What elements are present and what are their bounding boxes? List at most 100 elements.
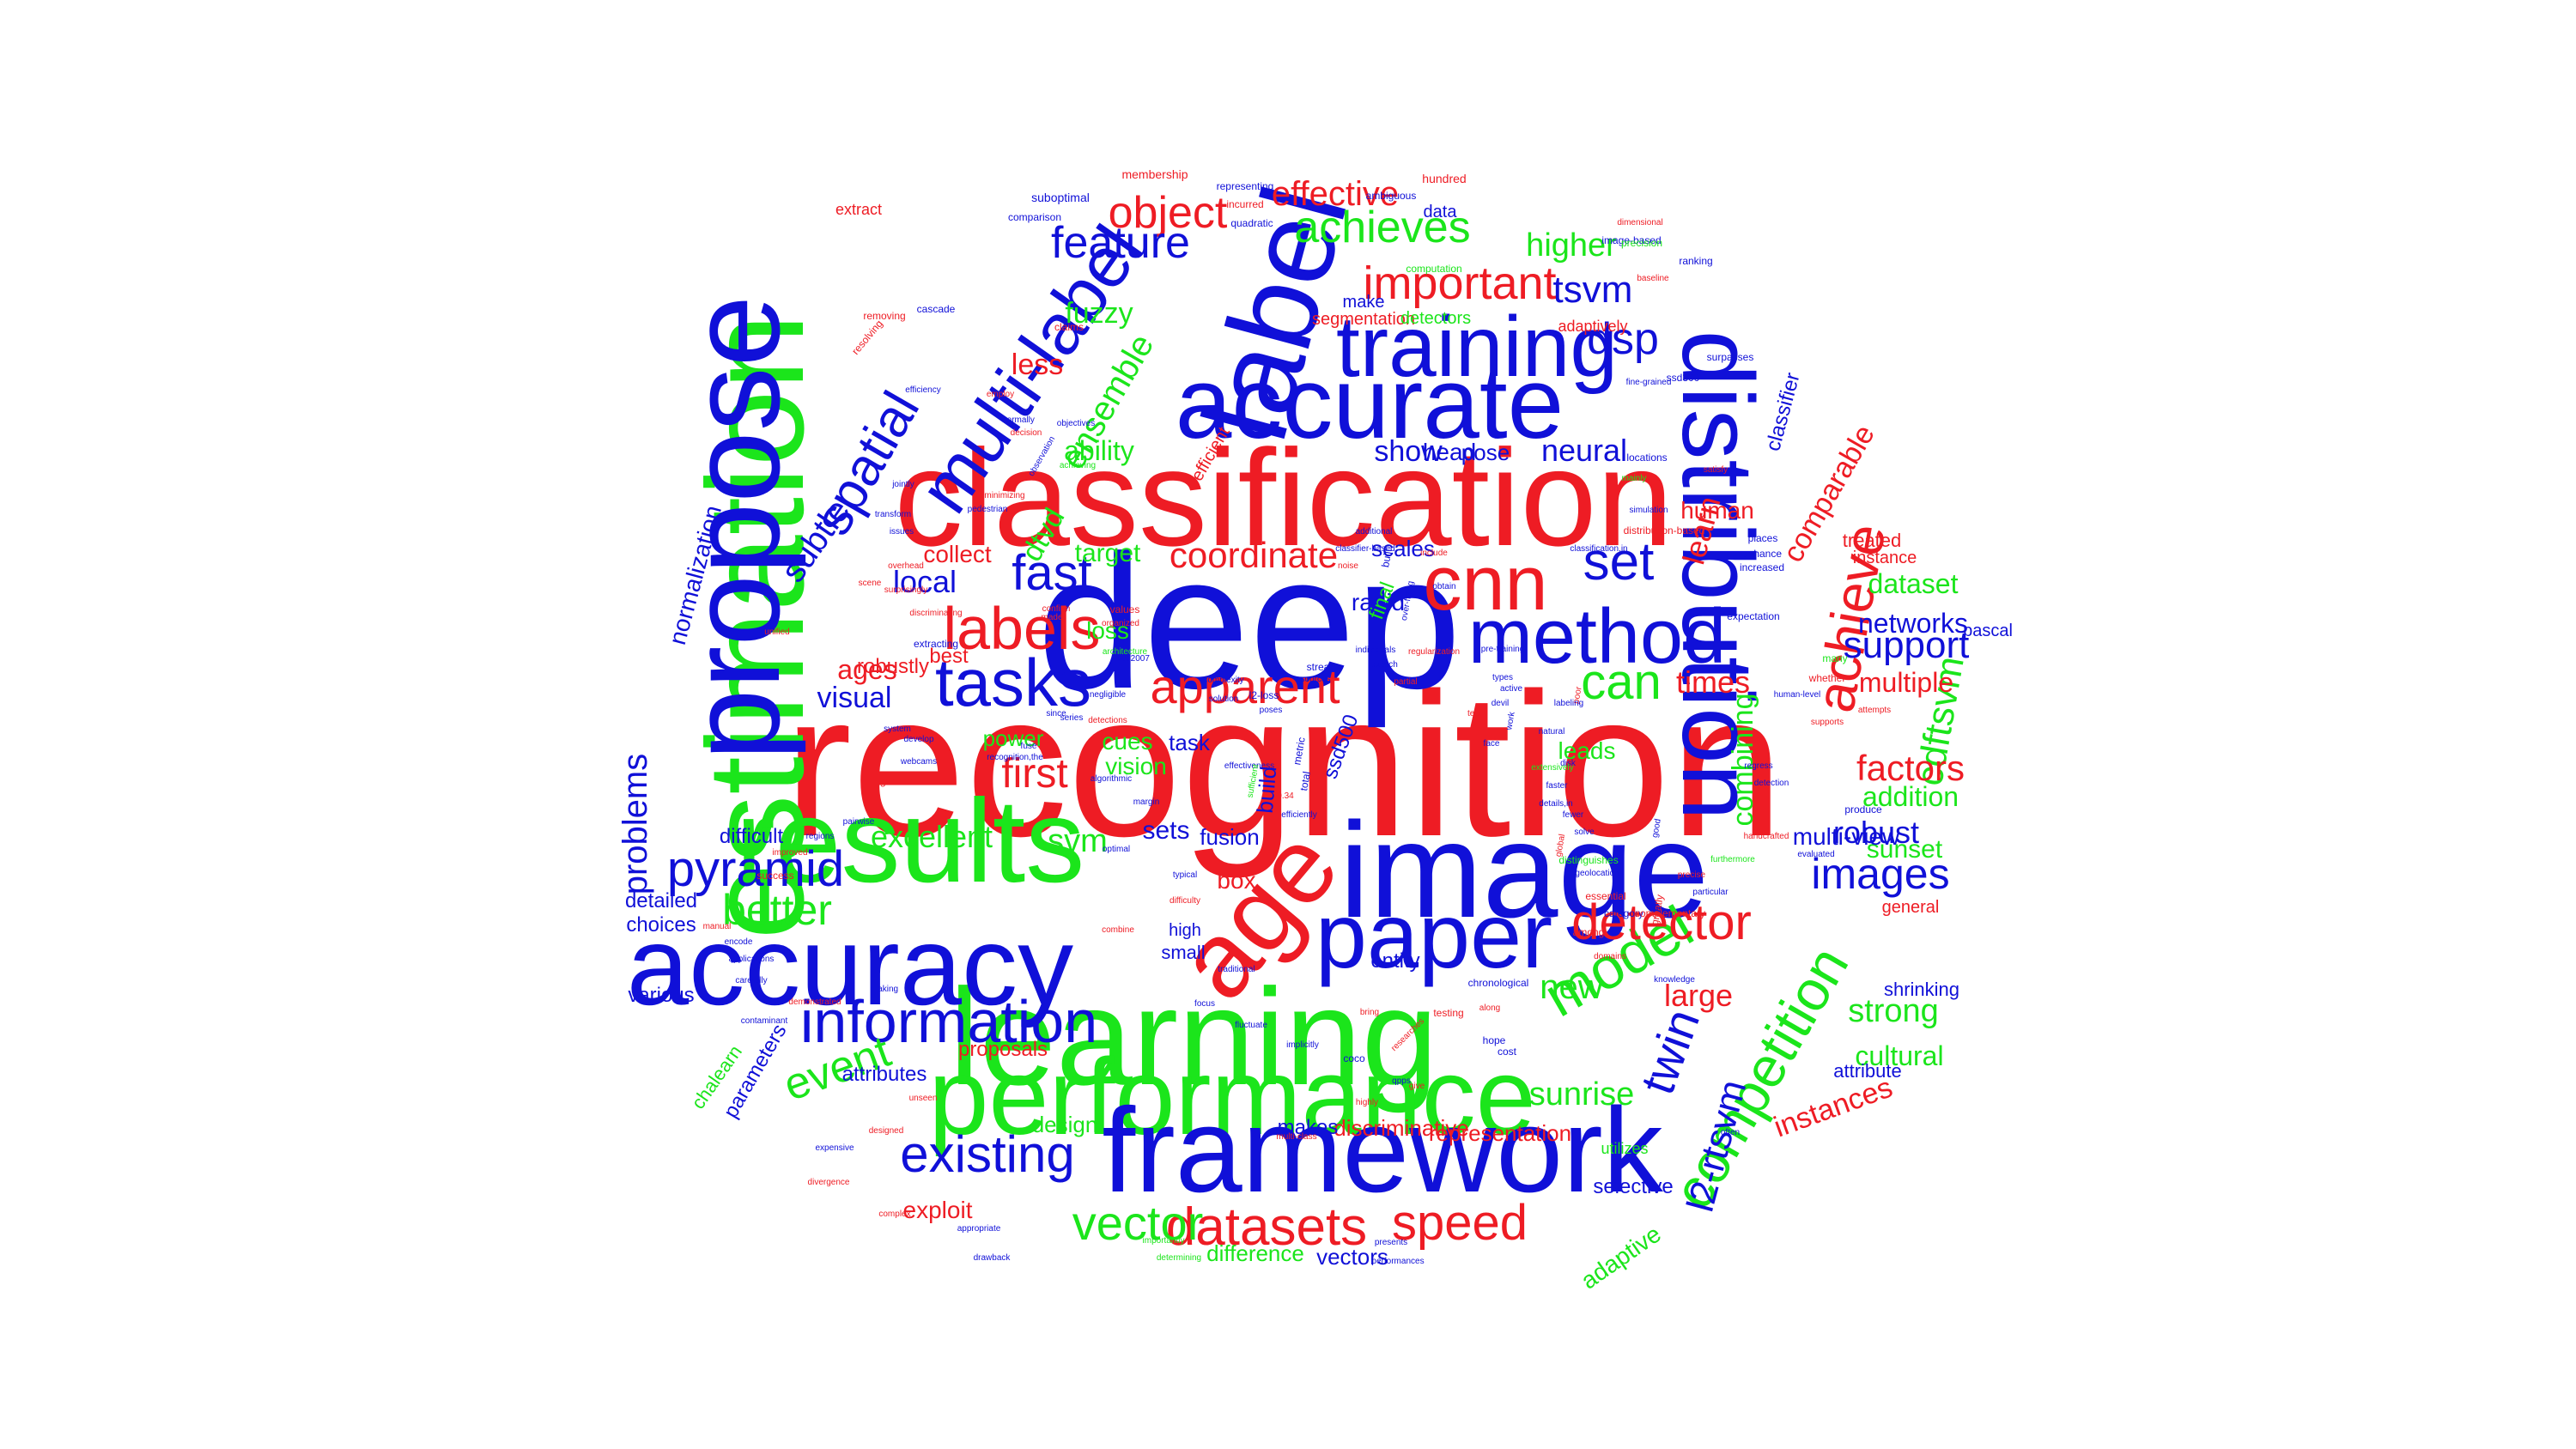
cloud-word: head [1422,439,1477,465]
cloud-word: voc2007 [1117,654,1150,664]
cloud-word: essential [1585,890,1626,902]
cloud-word: can [1581,654,1662,710]
cloud-word: best [929,645,969,668]
cloud-word: combining [1727,693,1759,827]
cloud-word: minimizing [984,491,1025,500]
cloud-word: contaminant [740,1016,788,1026]
cloud-word: handcrafted [1743,832,1789,841]
cloud-word: test [1467,709,1482,718]
cloud-word: image-based [1601,234,1662,246]
cloud-word: precise [1677,870,1706,880]
cloud-word: large [1663,978,1734,1013]
cloud-word: better [722,886,832,934]
cloud-word: mainly [1621,474,1647,483]
cloud-word: making [870,985,899,994]
cloud-word: regions [805,832,835,841]
cloud-word: include [1420,549,1448,558]
cloud-word: poses [1259,706,1283,715]
cloud-word: paper [1315,883,1553,987]
cloud-word: exploit [902,1197,973,1223]
cloud-word: types [1492,673,1513,682]
cloud-word: times [1675,664,1751,700]
cloud-word: image [1339,795,1710,946]
cloud-word: devil [1491,699,1510,708]
cloud-word: membership [1121,167,1188,181]
cloud-word: svm [1048,823,1108,859]
cloud-word: confirm [1042,604,1071,614]
cloud-word: difficult [719,825,784,848]
cloud-word: detections [1088,716,1127,725]
cloud-word: complexity [1203,676,1244,685]
cloud-word: feature [1051,218,1190,268]
cloud-word: removing [863,310,906,322]
cloud-word: fuse [1020,742,1037,751]
cloud-word: carefully [735,976,768,985]
cloud-word: box [1217,867,1256,894]
cloud-word: high [1169,921,1201,940]
cloud-word: develop [903,735,934,744]
cloud-word: distribution-based [1623,524,1705,537]
cloud-word: recognition,the [987,753,1043,762]
cloud-word: first [1001,751,1068,797]
cloud-word: vision [1105,753,1167,779]
cloud-word: combine [1102,925,1134,935]
cloud-word: geolocation [1575,869,1619,878]
cloud-word: attributes [841,1063,927,1086]
cloud-word: set [1583,532,1655,591]
cloud-word: satisfy [1703,465,1728,475]
cloud-word: baseline [1637,274,1669,283]
cloud-word: importantly [1142,1236,1185,1246]
cloud-word: small [1161,942,1206,963]
cloud-word: multiple [1858,667,1954,698]
cloud-word: regularization [1407,647,1461,657]
cloud-word: visual [817,682,892,714]
cloud-word: jointly [892,480,914,489]
cloud-word: collect [923,541,992,567]
cloud-word: detectors [1400,309,1472,328]
cloud-word: since [1046,709,1066,718]
cloud-word: coordinate [1169,535,1339,575]
cloud-word: locations [1626,452,1668,464]
cloud-word: detection [1753,779,1789,788]
cloud-word: hundred [1422,172,1467,185]
cloud-word: dataset [1868,568,1959,599]
cloud-word: classification,in [1570,544,1628,554]
cloud-word: less [1011,349,1064,381]
cloud-word: cultural [1855,1040,1944,1071]
cloud-word: problems [617,753,654,895]
cloud-word: objectives [1056,419,1096,428]
cloud-word: often [1720,1128,1741,1137]
cloud-word: surprisingly [884,585,928,595]
cloud-word: make [1342,293,1385,312]
cloud-word: fluctuate [1235,1021,1267,1030]
cloud-word: difference [1206,1240,1304,1266]
cloud-word: values [1109,603,1140,615]
cloud-word: strong [1848,993,1939,1029]
cloud-word: pedestrian [967,505,1008,514]
cloud-word: comparison [1007,211,1062,223]
cloud-word: series [1060,713,1084,723]
cloud-word: expectation [1727,610,1780,622]
cloud-word: segmentation [1311,310,1416,329]
cloud-word: pre-training [1480,645,1525,654]
cloud-word: built [1379,547,1394,569]
cloud-word: normally [1002,415,1035,425]
cloud-word: pose [1461,440,1510,465]
cloud-word: focus [1194,999,1215,1009]
cloud-word: negligible [1089,690,1127,700]
cloud-word: transform [874,510,912,519]
cloud-word: detailed [624,889,698,912]
cloud-word: fewer [1562,810,1584,820]
cloud-word: demonstrated [788,997,841,1007]
cloud-word: selective [1593,1175,1674,1198]
cloud-word: performance [928,1036,1536,1157]
cloud-word: apparent [1150,659,1340,713]
cloud-word: existing [900,1125,1075,1183]
cloud-word: show [1374,435,1443,468]
cloud-word: webcams [900,757,938,767]
cloud-word: domains [1594,952,1626,961]
cloud-word: overhead [888,561,924,571]
cloud-word: chronological [1467,977,1529,989]
cloud-word: precision [1620,237,1663,249]
cloud-word: claims [1054,321,1084,333]
